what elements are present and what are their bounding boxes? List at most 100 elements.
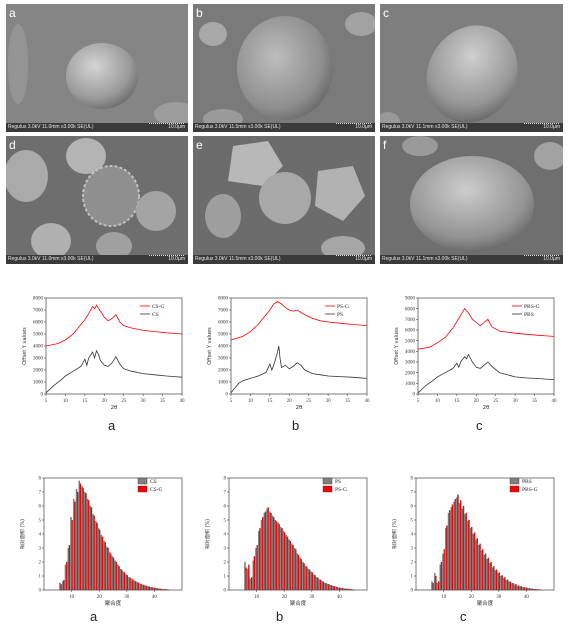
bar-pbs — [536, 589, 538, 591]
bar-pbs — [514, 584, 516, 591]
bar-pbs — [483, 554, 486, 591]
bar-cs-g — [115, 561, 117, 591]
bar-cs-g — [121, 569, 123, 591]
bar-pbs-g — [526, 587, 528, 591]
bar-cs — [95, 521, 97, 591]
sem-letter: e — [196, 138, 203, 152]
x-axis-label: 2θ — [111, 405, 118, 410]
bar-cs-g — [129, 577, 131, 591]
sem-info-bar — [193, 123, 375, 132]
y-axis-label: 相对面积 (%) — [205, 519, 211, 549]
sem-info-bar — [6, 255, 188, 264]
y-tick-label: 8 — [39, 477, 42, 482]
y-tick-label: 6 — [39, 505, 42, 510]
sem-info-text: Regulus 3.0kV 11.1mm x3.00k SE(UL) — [382, 256, 468, 262]
x-tick-label: 20 — [287, 399, 293, 404]
bar-pbs-g — [512, 583, 514, 591]
bar-ps-g — [303, 563, 305, 591]
x-tick-label: 15 — [267, 399, 273, 404]
y-tick-label: 6000 — [33, 321, 44, 326]
bar-ps-g — [281, 528, 283, 591]
bar-pbs-g — [501, 575, 503, 591]
bar-ps-g — [317, 577, 319, 591]
x-tick-label: 5 — [230, 399, 233, 404]
bar-pbs-g — [515, 584, 517, 591]
y-axis-label: Offset Y values — [207, 327, 213, 365]
sem-image-a — [6, 4, 188, 132]
y-tick-label: 0 — [411, 589, 414, 594]
bar-cs — [109, 552, 111, 591]
y-axis-label: Offset Y values — [394, 327, 400, 365]
bar-ps — [249, 578, 252, 591]
bar-ps — [327, 584, 329, 591]
sem-panel-a: a Regulus 3.0kV 11.0mm x3.00k SE(UL) 10.… — [6, 4, 188, 132]
x-tick-label: 10 — [63, 399, 69, 404]
sem-image-f — [380, 136, 563, 264]
bar-cs — [117, 564, 119, 591]
sem-letter: f — [383, 138, 387, 152]
sem-letter: a — [9, 6, 16, 20]
bar-cs-g — [66, 561, 68, 591]
bar-cs-g — [135, 581, 137, 591]
bar-ps-g — [251, 577, 253, 591]
bar-pbs — [497, 573, 499, 591]
legend-swatch — [137, 485, 148, 493]
x-tick-label: 40 — [152, 595, 158, 600]
x-tick-label: 25 — [121, 399, 127, 404]
bar-ps — [258, 531, 260, 591]
bar-ps-g — [267, 507, 269, 591]
x-tick-label: 10 — [248, 399, 254, 404]
bar-pbs-g — [490, 561, 492, 591]
bar-cs — [86, 498, 89, 591]
x-tick-label: 40 — [180, 399, 186, 404]
bar-ps — [302, 561, 304, 591]
y-tick-label: 6000 — [218, 321, 229, 326]
bar-pbs — [453, 501, 455, 591]
bar-pbs-g — [495, 569, 498, 591]
bar-pbs-g — [454, 498, 456, 591]
x-tick-label: 20 — [474, 399, 480, 404]
bar-ps-g — [322, 581, 325, 591]
y-tick-label: 5000 — [218, 333, 229, 338]
legend-swatch — [322, 477, 333, 485]
bar-cs-g — [99, 529, 101, 591]
dist-chart-c: 10 20 30 40 0 1 2 3 4 5 6 7 8 聚合度 相对面积 (%) PBS PBS-G — [392, 477, 555, 606]
x-tick-label: 25 — [493, 399, 499, 404]
bar-ps-g — [308, 569, 311, 591]
bar-pbs-g — [440, 561, 443, 591]
bar-cs — [122, 571, 125, 591]
sem-letter: b — [196, 6, 203, 20]
bar-ps — [329, 585, 332, 591]
series-line-ps-g — [230, 301, 368, 341]
bar-pbs — [511, 583, 513, 591]
y-tick-label: 5 — [224, 519, 227, 524]
y-tick-label: 2000 — [33, 369, 44, 374]
bar-ps — [316, 577, 318, 591]
bar-cs — [158, 588, 160, 591]
sem-letter: d — [9, 138, 16, 152]
bar-pbs-g — [443, 549, 445, 591]
bar-cs-g — [146, 585, 148, 591]
scale-label: 10.0µm — [168, 256, 185, 262]
bar-ps-g — [344, 588, 347, 591]
x-tick-label: 20 — [97, 595, 103, 600]
y-tick-label: 1000 — [33, 381, 44, 386]
bar-cs — [75, 489, 78, 591]
bar-pbs — [442, 553, 444, 591]
bar-cs-g — [137, 582, 140, 591]
bar-cs-g — [74, 501, 76, 591]
bar-ps — [285, 535, 288, 591]
sem-info-text: Regulus 3.0kV 11.1mm x3.00k SE(UL) — [382, 124, 468, 130]
bar-cs — [78, 480, 80, 591]
bar-cs-g — [126, 575, 129, 591]
scale-label: 10.0µm — [543, 124, 560, 130]
y-tick-label: 4000 — [218, 345, 229, 350]
bar-ps — [296, 553, 299, 591]
bar-pbs — [500, 575, 502, 591]
bar-pbs-g — [523, 587, 525, 591]
x-tick-label: 30 — [496, 595, 502, 600]
bar-ps — [244, 561, 246, 591]
bar-pbs-g — [520, 586, 523, 591]
bar-cs-g — [132, 579, 134, 591]
bar-pbs — [431, 581, 433, 591]
